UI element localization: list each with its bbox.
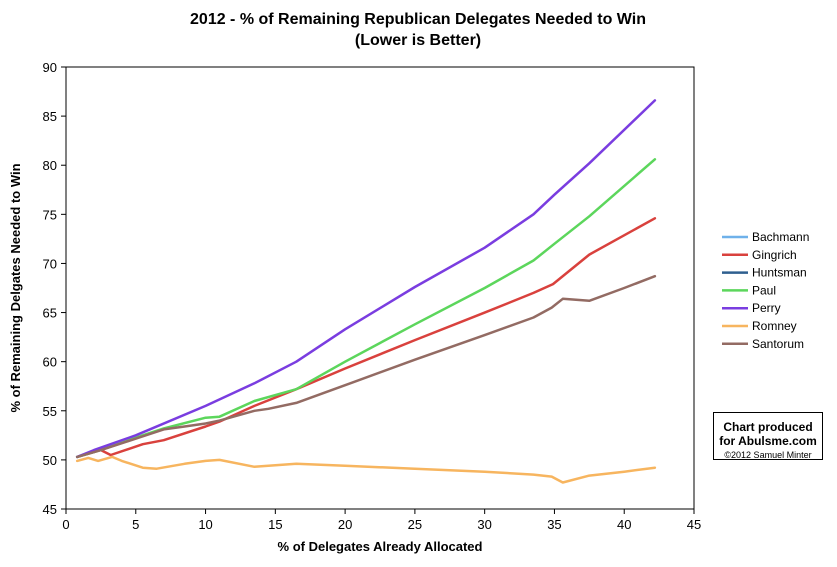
legend-label-bachmann: Bachmann xyxy=(752,230,809,244)
credit-box: Chart produced for Abulsme.com ©2012 Sam… xyxy=(713,412,823,460)
series-line-gingrich xyxy=(75,217,657,459)
chart-subtitle: (Lower is Better) xyxy=(355,32,481,49)
x-tick-label: 25 xyxy=(408,517,422,532)
y-tick-label: 70 xyxy=(43,256,57,271)
y-tick-label: 50 xyxy=(43,453,57,468)
x-axis-label: % of Delegates Already Allocated xyxy=(278,539,483,554)
x-tick-label: 20 xyxy=(338,517,352,532)
y-tick-label: 60 xyxy=(43,355,57,370)
x-axis: 0 5 10 15 20 25 30 35 40 45 xyxy=(62,509,701,532)
series-line-perry xyxy=(75,99,657,459)
y-axis: 45 50 55 60 65 70 75 80 85 90 xyxy=(43,60,66,517)
x-tick-label: 15 xyxy=(268,517,282,532)
legend-label-paul: Paul xyxy=(752,283,776,297)
legend: Bachmann Gingrich Huntsman Paul Perry Romney S… xyxy=(722,230,809,351)
y-tick-label: 90 xyxy=(43,60,57,75)
x-tick-label: 45 xyxy=(687,517,701,532)
y-tick-label: 45 xyxy=(43,502,57,517)
x-tick-label: 5 xyxy=(132,517,139,532)
y-tick-label: 75 xyxy=(43,207,57,222)
plot-area xyxy=(65,66,695,510)
y-tick-label: 85 xyxy=(43,109,57,124)
series-line-santorum xyxy=(75,274,657,459)
credit-line-2: for Abulsme.com xyxy=(719,434,817,448)
x-tick-label: 0 xyxy=(62,517,69,532)
legend-label-gingrich: Gingrich xyxy=(752,248,797,262)
series-lines xyxy=(75,99,657,484)
legend-label-santorum: Santorum xyxy=(752,337,804,351)
y-axis-label: % of Remaining Delgates Needed to Win xyxy=(8,163,23,412)
credit-line-3: ©2012 Samuel Minter xyxy=(724,450,812,460)
x-tick-label: 40 xyxy=(617,517,631,532)
credit-line-1: Chart produced xyxy=(723,420,813,434)
y-tick-label: 80 xyxy=(43,158,57,173)
legend-label-perry: Perry xyxy=(752,301,781,315)
series-line-romney xyxy=(75,455,657,484)
x-tick-label: 30 xyxy=(477,517,491,532)
chart-title: 2012 - % of Remaining Republican Delegat… xyxy=(190,11,646,28)
x-tick-label: 35 xyxy=(547,517,561,532)
y-tick-label: 65 xyxy=(43,306,57,321)
x-tick-label: 10 xyxy=(198,517,212,532)
legend-label-huntsman: Huntsman xyxy=(752,266,807,280)
y-tick-label: 55 xyxy=(43,404,57,419)
legend-label-romney: Romney xyxy=(752,319,797,333)
